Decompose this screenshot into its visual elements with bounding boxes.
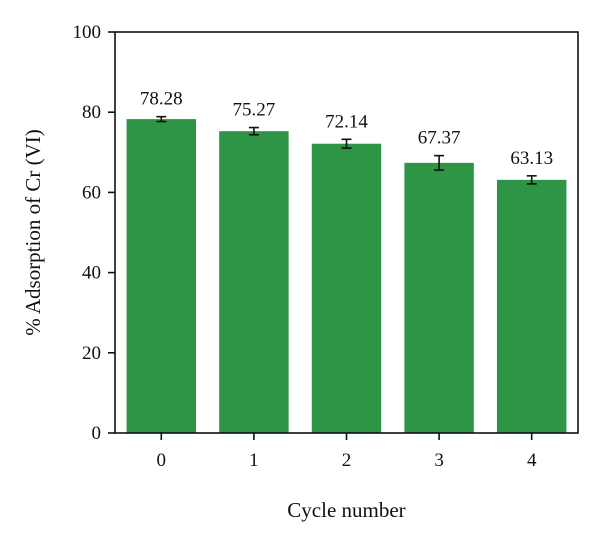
data-label-cycle-0: 78.28 xyxy=(140,89,183,110)
y-tick-label-20: 20 xyxy=(82,343,101,364)
error-bar-cycle-2 xyxy=(341,138,352,149)
error-bar-cycle-3 xyxy=(434,154,445,171)
bar-cycle-0 xyxy=(126,119,197,433)
bar-cycle-3 xyxy=(404,162,474,433)
bar-cycle-2 xyxy=(311,143,382,433)
plot-area: 78.28 75.27 72.14 67.37 63.13 xyxy=(126,89,567,433)
y-tick-label-80: 80 xyxy=(82,102,101,123)
x-tick-label-3: 3 xyxy=(434,450,444,471)
x-tick-label-1: 1 xyxy=(249,450,259,471)
bar-cycle-1 xyxy=(219,131,289,433)
bar-cycle-4 xyxy=(496,179,567,433)
y-axis-title: % Adsorption of Cr (VI) xyxy=(21,129,45,335)
y-tick-label-100: 100 xyxy=(73,22,102,43)
x-tick-label-2: 2 xyxy=(342,450,352,471)
error-bar-cycle-4 xyxy=(526,175,537,185)
data-label-cycle-2: 72.14 xyxy=(325,111,368,132)
x-axis-title: Cycle number xyxy=(287,498,405,522)
y-tick-label-40: 40 xyxy=(82,263,101,284)
x-tick-label-4: 4 xyxy=(527,450,537,471)
data-label-cycle-4: 63.13 xyxy=(510,148,553,169)
y-tick-label-0: 0 xyxy=(92,423,102,444)
error-bar-cycle-0 xyxy=(156,115,167,123)
y-tick-label-60: 60 xyxy=(82,182,101,203)
data-label-cycle-3: 67.37 xyxy=(418,128,461,149)
x-tick-label-0: 0 xyxy=(157,450,167,471)
data-label-cycle-1: 75.27 xyxy=(233,100,276,121)
error-bar-cycle-1 xyxy=(248,126,259,136)
